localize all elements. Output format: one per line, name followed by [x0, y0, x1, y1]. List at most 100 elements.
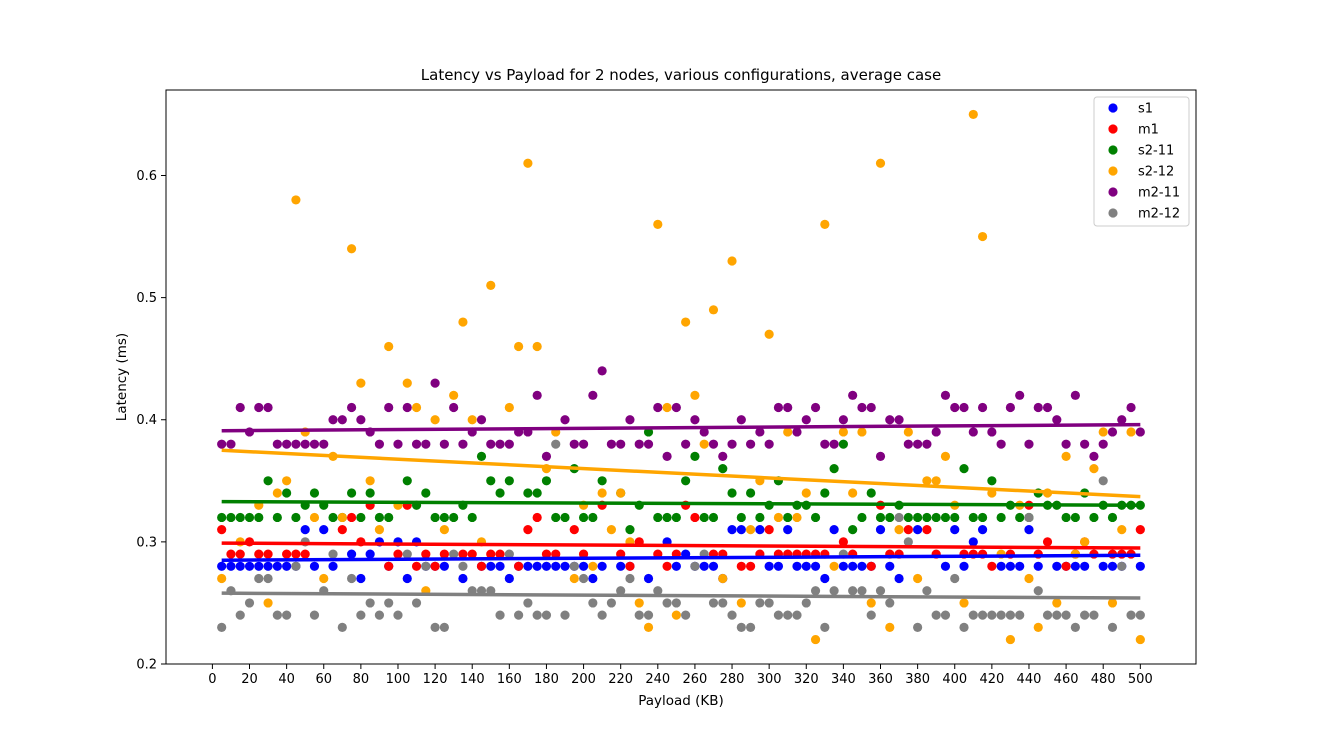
data-point	[718, 451, 728, 461]
data-point	[922, 476, 932, 486]
data-point	[755, 598, 765, 608]
data-point	[829, 463, 839, 474]
data-point	[235, 512, 245, 523]
data-point	[931, 427, 941, 437]
data-point	[616, 439, 626, 449]
data-point	[616, 586, 626, 596]
data-point	[551, 549, 561, 559]
data-point	[541, 451, 552, 461]
data-point	[439, 439, 449, 449]
data-point	[681, 476, 691, 486]
data-point	[384, 512, 394, 523]
data-point	[987, 561, 997, 571]
data-point	[328, 561, 338, 571]
data-point	[699, 561, 709, 571]
data-point	[681, 610, 691, 620]
x-tick-label: 460	[1054, 672, 1079, 687]
data-point	[699, 427, 709, 437]
data-point	[848, 390, 858, 400]
data-point	[977, 610, 988, 620]
data-point	[263, 598, 273, 608]
x-axis-label: Payload (KB)	[638, 693, 724, 709]
data-point	[764, 439, 774, 449]
data-point	[532, 610, 542, 620]
data-point	[541, 476, 552, 486]
data-point	[597, 488, 607, 498]
data-point	[708, 305, 719, 315]
data-point	[959, 561, 969, 571]
x-tick-label: 260	[683, 672, 708, 687]
data-point	[541, 561, 552, 571]
data-point	[857, 561, 867, 571]
data-point	[402, 549, 412, 559]
data-point	[718, 463, 728, 474]
data-point	[1070, 622, 1080, 632]
trend-lines	[221, 422, 1141, 600]
legend-label: m1	[1138, 123, 1159, 138]
data-point	[319, 439, 329, 449]
data-point	[430, 378, 440, 388]
data-point	[411, 598, 422, 608]
data-point	[643, 573, 654, 584]
data-point	[987, 427, 997, 437]
data-point	[690, 561, 700, 571]
data-point	[913, 622, 923, 632]
data-point	[291, 195, 301, 205]
data-point	[560, 512, 570, 523]
data-point	[1107, 622, 1118, 632]
data-point	[950, 573, 960, 584]
data-point	[1005, 634, 1016, 645]
data-point	[736, 622, 746, 632]
data-point	[755, 427, 765, 437]
data-point	[996, 610, 1006, 620]
data-point	[913, 439, 923, 449]
data-point	[848, 561, 858, 571]
data-point	[736, 525, 746, 535]
data-point	[495, 610, 505, 620]
data-point	[950, 402, 960, 413]
data-point	[356, 378, 366, 388]
axes-frame	[165, 89, 1197, 665]
data-point	[653, 586, 663, 596]
x-tick-label: 80	[353, 672, 370, 687]
data-point	[504, 439, 514, 449]
data-point	[718, 573, 728, 584]
data-point	[977, 512, 988, 523]
data-point	[1024, 439, 1034, 449]
data-point	[560, 415, 570, 425]
data-point	[671, 598, 681, 608]
data-point	[940, 561, 951, 571]
data-point	[597, 366, 607, 376]
data-point	[458, 439, 468, 449]
data-point	[374, 512, 385, 523]
data-point	[346, 244, 357, 254]
data-point	[504, 476, 514, 486]
x-tick-label: 500	[1128, 672, 1153, 687]
series-s2-12	[217, 109, 1145, 645]
data-point	[458, 549, 468, 559]
x-tick-label: 180	[534, 672, 559, 687]
data-point	[671, 512, 681, 523]
data-point	[254, 561, 264, 571]
data-point	[773, 402, 784, 413]
data-point	[662, 512, 672, 523]
legend-marker	[1108, 208, 1118, 218]
data-point	[625, 525, 635, 535]
data-point	[272, 610, 282, 620]
data-point	[894, 512, 904, 523]
data-point	[1126, 610, 1136, 620]
trend-line-m2-11	[221, 422, 1141, 433]
data-point	[792, 512, 802, 523]
data-point	[634, 598, 644, 608]
data-point	[727, 610, 737, 620]
data-point	[681, 439, 691, 449]
data-point	[894, 573, 904, 584]
legend-marker	[1108, 145, 1118, 155]
y-tick-label: 0.2	[136, 658, 157, 673]
data-point	[838, 537, 848, 547]
data-point	[384, 402, 394, 413]
data-point	[708, 598, 719, 608]
data-point	[940, 390, 951, 400]
data-point	[1005, 561, 1016, 571]
x-tick-label: 160	[497, 672, 522, 687]
